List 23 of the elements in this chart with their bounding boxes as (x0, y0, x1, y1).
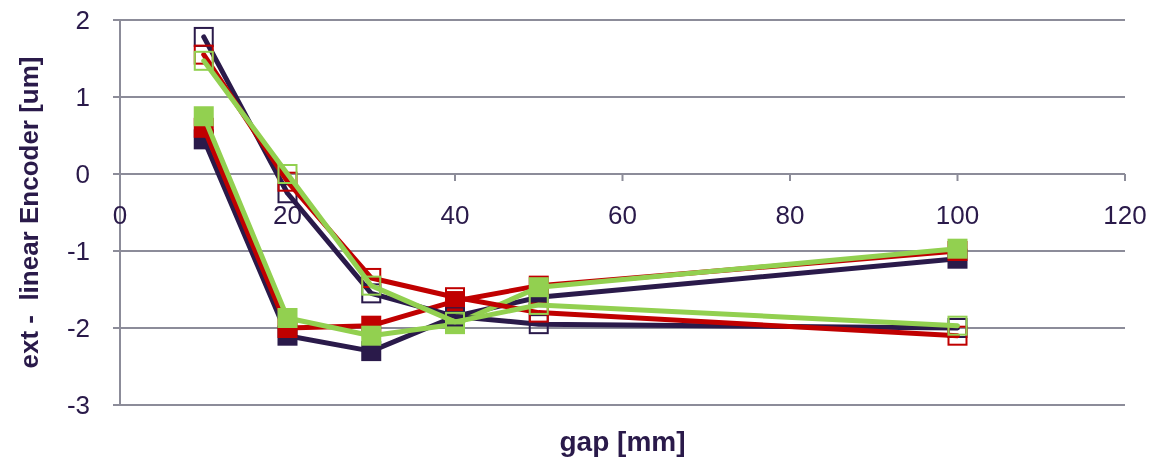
point (277, 307, 298, 328)
x-tick-label: 100 (935, 200, 980, 230)
x-tick-label: 0 (112, 200, 128, 230)
y-tick-label: -3 (66, 390, 90, 421)
y-tick-label: 2 (75, 5, 90, 36)
point (528, 294, 549, 315)
x-axis-title: gap [mm] (559, 426, 686, 457)
point (361, 275, 382, 296)
point (528, 314, 549, 335)
y-tick-label: -1 (66, 236, 90, 267)
y-tick-label: 1 (75, 82, 90, 113)
x-tick-label: 120 (1103, 200, 1147, 230)
x-tick-label: 60 (608, 200, 637, 230)
point (277, 164, 298, 184)
y-tick-label: -2 (66, 313, 90, 344)
y-axis-title: ext - linear Encoder [um] (14, 56, 44, 369)
point (193, 106, 214, 127)
y-tick-label: 0 (75, 159, 90, 190)
x-tick-label: 80 (775, 200, 805, 230)
x-tick-label: 40 (440, 200, 470, 230)
x-tick-label: 20 (273, 200, 302, 230)
point (193, 50, 214, 71)
point (361, 325, 382, 346)
